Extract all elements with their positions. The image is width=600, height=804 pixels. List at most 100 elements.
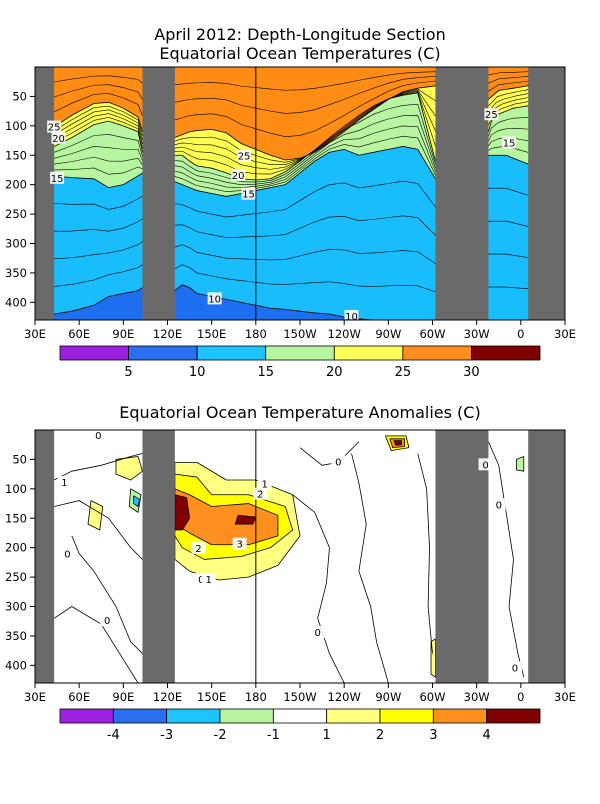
- contour-label-bg: [207, 292, 222, 305]
- anomaly-region: [516, 456, 525, 472]
- colorbar-bin: [59, 345, 129, 361]
- contour-label: 0: [335, 457, 341, 468]
- zero-contour-line: [71, 535, 143, 654]
- isotherm-line: [54, 215, 529, 238]
- bottom-chart-title: Equatorial Ocean Temperature Anomalies (…: [119, 403, 480, 422]
- colorbar-label: -3: [160, 728, 173, 743]
- contour-label-bg: [237, 149, 252, 162]
- contour-label-bg: [100, 614, 115, 627]
- isotherm-line: [54, 115, 529, 185]
- land-mask: [435, 67, 489, 320]
- colorbar-bin: [196, 345, 267, 361]
- contour-label: 25: [48, 123, 61, 134]
- colorbar-label: 10: [189, 365, 206, 380]
- x-tick-label: 0: [517, 690, 524, 704]
- contour-label-bg: [241, 187, 256, 200]
- x-tick-label: 30E: [554, 690, 576, 704]
- temperature-field: [35, 67, 565, 320]
- colorbar-bin: [471, 345, 541, 361]
- contour-label: 1: [206, 575, 212, 586]
- contour-label-bg: [51, 131, 66, 144]
- zero-contour-line: [292, 494, 345, 683]
- colorbar-label: 5: [124, 365, 132, 380]
- contour-label-bg: [331, 455, 346, 468]
- isotherm-line: [54, 125, 529, 188]
- contour-label: 20: [232, 171, 245, 182]
- contour-label: 1: [61, 478, 67, 489]
- x-tick-label: 60W: [419, 690, 445, 704]
- contour-label-bg: [57, 475, 72, 488]
- zero-contour-line: [488, 441, 525, 678]
- contour-label-bg: [507, 661, 522, 674]
- contour-label: 25: [485, 110, 498, 121]
- anomaly-region: [393, 440, 402, 446]
- temperature-colorbar: 5 10 15 20 25 30: [59, 345, 541, 380]
- x-tick-label: 30E: [24, 327, 46, 341]
- isotherm-line: [54, 180, 529, 218]
- contour-label-bg: [491, 498, 506, 511]
- x-tick-label: 30W: [464, 327, 490, 341]
- contour-label: 2: [195, 544, 201, 555]
- x-tick-label: 30E: [554, 327, 576, 341]
- contour-label: 0: [95, 431, 101, 442]
- colorbar-bin: [333, 345, 404, 361]
- y-tick-label: 300: [5, 237, 27, 251]
- contour-label-bg: [310, 625, 325, 638]
- colorbar-bin: [432, 708, 488, 724]
- y-tick-label: 200: [5, 178, 27, 192]
- colorbar-label: 4: [483, 728, 491, 743]
- land-mask: [528, 67, 565, 320]
- isotherm-line: [54, 241, 529, 264]
- isotherm-line: [54, 75, 529, 114]
- x-tick-label: 150W: [283, 327, 316, 341]
- x-tick-label: 60W: [419, 327, 445, 341]
- contour-label-bg: [502, 136, 517, 149]
- anomaly-field: [35, 430, 565, 683]
- contour-label: 3: [236, 540, 242, 551]
- x-tick-label: 150E: [197, 327, 226, 341]
- contour-label: 0: [496, 500, 502, 511]
- colorbar-label: -4: [107, 728, 120, 743]
- colorbar-bin: [128, 345, 198, 361]
- colorbar-bin: [166, 708, 221, 724]
- zero-contour-line: [417, 453, 433, 654]
- y-tick-label: 400: [5, 658, 27, 672]
- x-tick-label: 60E: [68, 327, 90, 341]
- contour-label: 0: [104, 616, 110, 627]
- contour-label-bg: [257, 477, 272, 490]
- colorbar-label: 30: [463, 365, 480, 380]
- isotherm-line: [53, 88, 529, 163]
- colorbar-bin: [379, 708, 434, 724]
- land-mask: [35, 430, 55, 683]
- y-tick-label: 250: [5, 570, 27, 584]
- x-tick-label: 120W: [328, 327, 361, 341]
- colorbar-bin: [402, 345, 472, 361]
- anomaly-region: [234, 514, 257, 525]
- x-tick-label: 180: [245, 327, 267, 341]
- contour-label-bg: [232, 537, 247, 550]
- colorbar-bin: [272, 708, 328, 724]
- contour-label: 15: [503, 138, 516, 149]
- colorbar-bin: [112, 708, 168, 724]
- y-tick-label: 150: [5, 511, 27, 525]
- land-mask: [142, 430, 175, 683]
- isotherm-line: [54, 264, 529, 293]
- colorbar-bin: [486, 708, 541, 724]
- x-tick-label: 60E: [68, 690, 90, 704]
- x-tick-label: 30E: [24, 690, 46, 704]
- contour-label: 0: [482, 460, 488, 471]
- contour-label: 1: [261, 480, 267, 491]
- x-tick-label: 0: [517, 327, 524, 341]
- contour-label: 10: [345, 312, 358, 323]
- isotherm-line: [54, 80, 529, 138]
- x-tick-label: 90W: [375, 690, 401, 704]
- colorbar-label: 2: [376, 728, 384, 743]
- x-tick-label: 180: [245, 690, 267, 704]
- top-chart-subtitle: Equatorial Ocean Temperatures (C): [159, 44, 440, 63]
- contour-label-bg: [60, 547, 75, 560]
- anomaly-region: [174, 488, 279, 546]
- x-tick-label: 120E: [153, 327, 182, 341]
- contour-label-bg: [47, 120, 62, 133]
- contour-label-bg: [201, 573, 216, 586]
